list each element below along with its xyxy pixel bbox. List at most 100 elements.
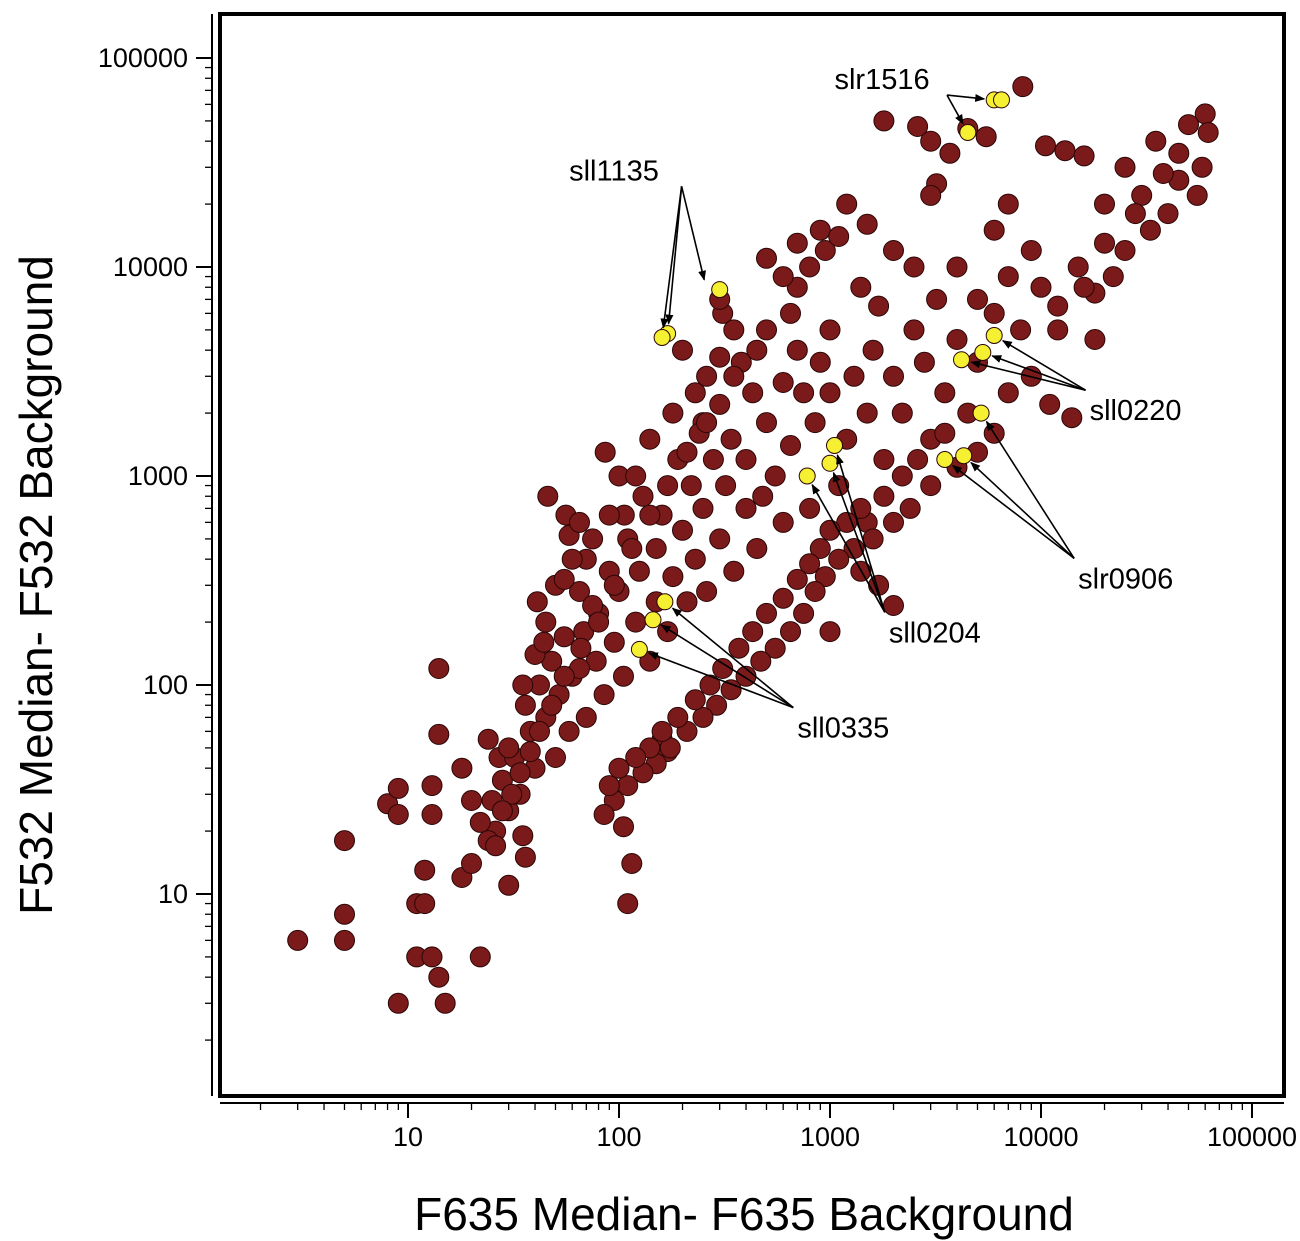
annotation-arrow [946, 94, 964, 125]
data-point [477, 728, 499, 750]
data-point [786, 339, 808, 361]
data-point [594, 441, 616, 463]
data-point [793, 382, 815, 404]
data-point [569, 511, 590, 533]
data-point [461, 853, 482, 874]
annotation-arrow [991, 355, 1086, 391]
data-point [873, 110, 895, 132]
data-point [645, 538, 667, 559]
data-point [804, 412, 826, 434]
data-point [621, 538, 643, 559]
highlight-point [953, 351, 970, 369]
data-point [752, 485, 774, 507]
data-point [625, 747, 647, 768]
data-point [850, 276, 872, 298]
data-point [662, 566, 684, 588]
data-point [651, 720, 673, 742]
highlight-point [955, 447, 973, 465]
data-point [575, 706, 597, 728]
highlight-point [711, 281, 729, 299]
data-point [764, 637, 786, 659]
data-point [1139, 219, 1161, 241]
data-point [709, 346, 731, 368]
data-point [873, 485, 895, 507]
data-point [613, 816, 634, 838]
data-point [498, 874, 520, 896]
data-point [786, 568, 808, 590]
annotation-arrow [832, 471, 886, 613]
data-point [934, 382, 956, 404]
data-point [862, 528, 884, 550]
highlight-point [972, 404, 990, 422]
annotation-arrow [1001, 340, 1087, 391]
data-point [625, 465, 647, 487]
data-point [414, 893, 436, 915]
annotation-label-sll0335: sll0335 [797, 713, 889, 745]
data-point [684, 548, 706, 570]
data-point [750, 650, 772, 672]
data-point [723, 319, 745, 341]
data-point [553, 568, 575, 590]
data-point [1145, 130, 1167, 152]
data-point [780, 621, 801, 643]
data-point [672, 519, 693, 541]
data-point [772, 511, 794, 533]
axes-layer: 10 100 1000 10000 100000 10 100 1000 10000 100000 [98, 12, 1297, 1152]
data-point [1124, 203, 1146, 225]
data-point [843, 365, 865, 387]
data-point [434, 992, 456, 1014]
data-point [628, 560, 650, 582]
data-point [553, 626, 575, 648]
highlight-point [644, 611, 662, 629]
data-point [883, 595, 904, 616]
data-point [526, 591, 548, 613]
data-point [519, 741, 541, 763]
data-point [428, 658, 450, 679]
data-point [920, 475, 942, 497]
points-layer [287, 76, 1219, 1014]
data-point [514, 846, 536, 868]
data-point [699, 674, 721, 696]
data-point [814, 566, 836, 588]
data-point [692, 497, 714, 519]
data-point [939, 142, 961, 164]
annotation-arrow [671, 607, 794, 709]
highlight-point [974, 344, 992, 361]
data-point [975, 126, 997, 148]
data-point [819, 519, 841, 541]
data-point [735, 497, 757, 519]
data-point [967, 288, 988, 310]
data-point [657, 621, 679, 643]
data-point [570, 637, 592, 659]
annotation-arrow [665, 186, 683, 325]
data-point [684, 382, 706, 404]
data-point [793, 602, 815, 624]
highlight-point [656, 593, 674, 611]
data-point [728, 637, 750, 659]
y-tick-label: 100000 [98, 43, 188, 73]
data-point [706, 694, 728, 716]
data-point [1073, 276, 1095, 298]
data-point [772, 266, 794, 288]
data-point [934, 422, 956, 444]
data-point [868, 295, 890, 317]
annotation-label-sll0220: sll0220 [1090, 395, 1182, 427]
data-point [709, 528, 731, 550]
data-point [1197, 122, 1219, 143]
y-axis-title: F532 Median- F532 Background [10, 255, 62, 915]
data-point [514, 694, 536, 716]
data-point [1168, 142, 1190, 164]
data-point [593, 684, 615, 706]
x-tick-label: 10000 [1003, 1122, 1078, 1152]
plot-frame [218, 12, 1286, 1098]
data-point [537, 485, 559, 507]
data-point [883, 511, 904, 533]
data-point [545, 747, 566, 768]
data-point [907, 116, 929, 137]
data-point [558, 720, 580, 742]
data-point [1114, 156, 1136, 178]
data-point [907, 449, 929, 470]
data-point [613, 665, 634, 687]
data-point [891, 465, 913, 487]
